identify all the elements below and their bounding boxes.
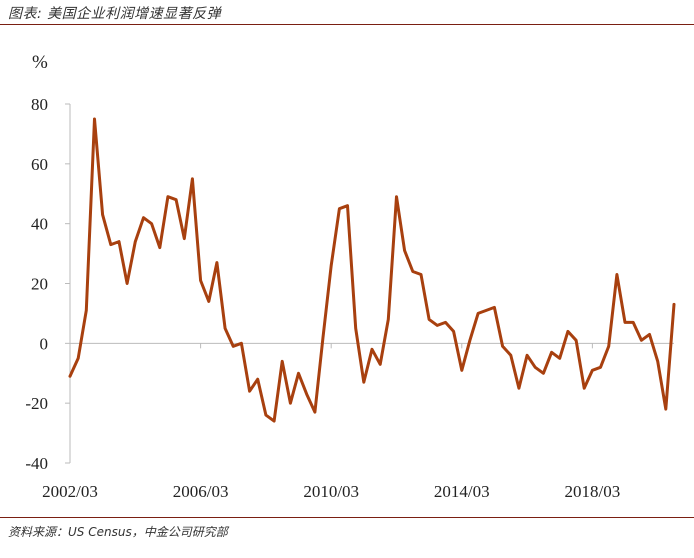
- source-note: 资料来源：US Census，中金公司研究部: [8, 525, 228, 539]
- data-point: [305, 393, 308, 396]
- data-point: [379, 363, 382, 366]
- data-point: [281, 360, 284, 363]
- data-point: [354, 327, 357, 330]
- data-point: [672, 303, 676, 306]
- data-point: [607, 345, 610, 348]
- data-point: [264, 413, 268, 417]
- data-point: [362, 381, 365, 384]
- x-tick-label: 2014/03: [434, 482, 490, 501]
- data-point: [289, 402, 292, 405]
- data-point: [68, 375, 72, 378]
- data-point: [142, 216, 145, 219]
- y-axis-unit-label: %: [32, 52, 48, 73]
- data-point: [297, 372, 300, 375]
- data-point: [215, 261, 219, 264]
- x-tick-label: 2010/03: [303, 482, 359, 501]
- data-point: [346, 204, 349, 207]
- data-point: [525, 354, 529, 357]
- data-point: [444, 321, 447, 324]
- data-point: [436, 324, 439, 327]
- y-tick-label: 60: [31, 155, 48, 174]
- data-point: [566, 330, 570, 333]
- data-point: [256, 378, 259, 381]
- data-point: [403, 249, 406, 252]
- y-tick-label: -20: [25, 394, 48, 413]
- data-point: [248, 390, 251, 393]
- data-point: [411, 270, 414, 273]
- data-point: [199, 279, 202, 282]
- footer-rule: [0, 517, 694, 518]
- data-point: [125, 282, 129, 285]
- data-point: [166, 195, 170, 198]
- data-point: [313, 410, 317, 414]
- data-point: [591, 369, 594, 372]
- y-tick-label: 40: [31, 215, 48, 234]
- data-point: [501, 345, 504, 348]
- chart-axes: [65, 103, 674, 464]
- data-point: [623, 321, 627, 324]
- data-point: [77, 357, 80, 360]
- y-tick-label: 20: [31, 275, 48, 294]
- data-point: [468, 339, 472, 342]
- data-point: [330, 264, 333, 267]
- x-tick-label: 2002/03: [42, 482, 98, 501]
- data-point: [191, 177, 194, 180]
- data-point: [150, 222, 153, 225]
- data-point: [93, 117, 96, 121]
- data-point: [109, 243, 113, 246]
- data-point: [460, 369, 463, 372]
- data-point: [534, 366, 537, 369]
- y-tick-labels: -40 -20 0 20 40 60 80: [25, 95, 48, 473]
- data-point: [174, 198, 178, 201]
- x-tick-labels: 2002/03 2006/03 2010/03 2014/03 2018/03: [42, 482, 620, 501]
- data-point: [640, 339, 643, 342]
- data-point: [338, 207, 341, 210]
- data-point: [542, 372, 545, 375]
- data-point: [183, 237, 186, 240]
- data-point: [648, 333, 651, 336]
- data-point: [117, 240, 121, 243]
- data-point: [134, 240, 137, 243]
- data-point: [158, 246, 161, 249]
- data-point: [370, 348, 374, 351]
- data-point: [387, 318, 390, 321]
- header-rule: [0, 24, 694, 25]
- line-chart: -40 -20 0 20 40 60 80 2002/03 2006/03 2010/03 201…: [25, 52, 676, 501]
- data-point: [632, 321, 635, 324]
- y-tick-label: 80: [31, 95, 48, 114]
- data-point: [517, 387, 521, 390]
- data-point: [550, 351, 553, 354]
- data-point: [452, 330, 455, 333]
- data-point: [240, 342, 243, 345]
- data-point: [232, 345, 235, 348]
- data-point: [615, 273, 619, 276]
- data-point: [599, 366, 602, 369]
- series-group: [68, 117, 676, 423]
- data-point: [321, 336, 325, 339]
- y-tick-label: -40: [25, 454, 48, 473]
- data-point: [272, 419, 276, 423]
- x-tick-label: 2018/03: [565, 482, 621, 501]
- data-point: [427, 318, 431, 321]
- data-point: [223, 327, 227, 330]
- data-point: [558, 357, 561, 360]
- x-tick-label: 2006/03: [173, 482, 229, 501]
- y-tick-label: 0: [40, 334, 49, 353]
- data-point: [493, 306, 496, 309]
- data-point: [207, 300, 210, 303]
- series-line: [68, 117, 676, 423]
- data-point: [85, 309, 88, 312]
- data-point: [476, 312, 480, 315]
- data-point: [485, 309, 488, 312]
- data-point: [664, 407, 667, 411]
- data-point: [574, 339, 578, 342]
- data-point: [509, 354, 512, 357]
- data-point: [583, 387, 586, 390]
- data-point: [101, 213, 104, 216]
- data-point: [395, 195, 398, 198]
- data-point: [656, 360, 659, 363]
- chart-title: 图表: 美国企业利润增速显著反弹: [8, 6, 222, 22]
- data-point: [419, 273, 423, 276]
